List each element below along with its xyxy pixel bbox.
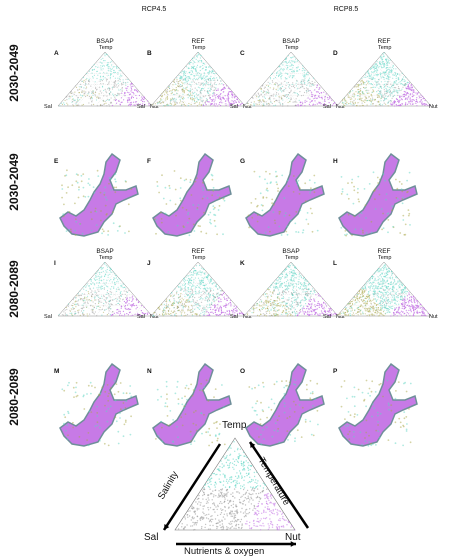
row-label-4: 2080-2089 <box>7 368 21 426</box>
sal-corner-label: Sal <box>230 314 238 320</box>
temp-corner-label: Temp <box>99 45 113 51</box>
sal-corner-label: Sal <box>323 314 331 320</box>
salinity-arrow <box>162 443 222 531</box>
row-label-2: 2030-2049 <box>7 153 21 211</box>
legend-top-label: Temp <box>222 420 247 431</box>
panel-letter: E <box>54 158 59 165</box>
panel-letter: D <box>333 50 338 57</box>
ternary-plot <box>243 261 339 317</box>
panel-letter: N <box>147 368 152 375</box>
legend-right-label: Nut <box>285 532 301 543</box>
nut-corner-label: Nut <box>150 104 159 110</box>
baltic-map <box>59 362 139 447</box>
ternary-plot <box>57 51 153 107</box>
baltic-map <box>59 152 139 237</box>
sal-corner-label: Sal <box>230 104 238 110</box>
panel-title: REF <box>191 38 205 45</box>
temp-corner-label: Temp <box>192 45 206 51</box>
baltic-map <box>338 152 418 237</box>
ternary-plot <box>150 261 246 317</box>
temp-corner-label: Temp <box>192 255 206 261</box>
panel-letter: I <box>54 260 56 267</box>
panel-title: BSAP <box>282 38 300 45</box>
ternary-plot <box>336 51 432 107</box>
panel-title: REF <box>377 248 391 255</box>
legend: Temp Sal Nut Salinity Temperature Nutrie… <box>144 418 320 558</box>
baltic-map <box>245 362 325 447</box>
panel-letter: L <box>333 260 337 267</box>
nut-corner-label: Nut <box>336 314 345 320</box>
nut-corner-label: Nut <box>336 104 345 110</box>
panel-letter: B <box>147 50 152 57</box>
row-label-1: 2030-2049 <box>7 44 21 102</box>
temperature-arrow <box>248 441 310 529</box>
temp-corner-label: Temp <box>285 255 299 261</box>
temp-corner-label: Temp <box>378 45 392 51</box>
sal-corner-label: Sal <box>44 314 52 320</box>
nut-corner-label: Nut <box>429 314 438 320</box>
baltic-map <box>152 362 232 447</box>
panel-title: BSAP <box>282 248 300 255</box>
panel-letter: J <box>147 260 151 267</box>
legend-left-label: Sal <box>144 532 159 543</box>
temp-corner-label: Temp <box>99 255 113 261</box>
panel-title: BSAP <box>96 248 114 255</box>
panel-title: REF <box>191 248 205 255</box>
rcp45-header: RCP4.5 <box>141 6 167 13</box>
row-label-3: 2080-2089 <box>7 260 21 318</box>
sal-corner-label: Sal <box>44 104 52 110</box>
nutrients-arrow-label: Nutrients & oxygen <box>184 546 265 557</box>
panel-letter: K <box>240 260 245 267</box>
panel-title: REF <box>377 38 391 45</box>
panel-title: BSAP <box>96 38 114 45</box>
sal-corner-label: Sal <box>137 314 145 320</box>
nut-corner-label: Nut <box>429 104 438 110</box>
nut-corner-label: Nut <box>243 104 252 110</box>
baltic-map <box>245 152 325 237</box>
ternary-plot <box>150 51 246 107</box>
panel-letter: H <box>333 158 338 165</box>
ternary-plot <box>336 261 432 317</box>
nut-corner-label: Nut <box>243 314 252 320</box>
ternary-plot <box>243 51 339 107</box>
sal-corner-label: Sal <box>323 104 331 110</box>
temp-corner-label: Temp <box>285 45 299 51</box>
panel-letter: G <box>240 158 246 165</box>
panel-letter: C <box>240 50 245 57</box>
baltic-map <box>152 152 232 237</box>
nut-corner-label: Nut <box>150 314 159 320</box>
legend-triangle <box>162 437 310 547</box>
rcp85-header: RCP8.5 <box>333 6 359 13</box>
sal-corner-label: Sal <box>137 104 145 110</box>
panel-letter: M <box>54 368 60 375</box>
panel-letter: P <box>333 368 338 375</box>
panel-letter: F <box>147 158 151 165</box>
ternary-plot <box>57 261 153 317</box>
panel-letter: O <box>240 368 246 375</box>
temp-corner-label: Temp <box>378 255 392 261</box>
baltic-map <box>338 362 418 447</box>
panel-letter: A <box>54 50 59 57</box>
